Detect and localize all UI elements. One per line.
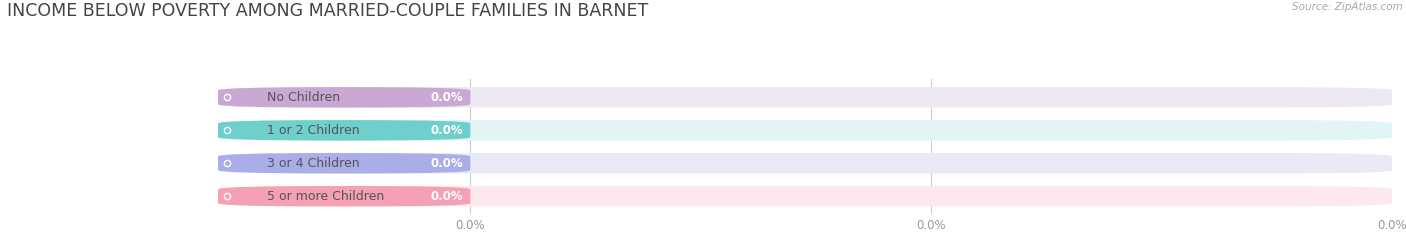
FancyBboxPatch shape <box>218 87 471 108</box>
Text: No Children: No Children <box>267 91 340 104</box>
FancyBboxPatch shape <box>218 186 471 206</box>
Text: 1 or 2 Children: 1 or 2 Children <box>267 124 360 137</box>
FancyBboxPatch shape <box>218 153 1392 174</box>
FancyBboxPatch shape <box>218 120 471 140</box>
Text: 0.0%: 0.0% <box>430 190 464 203</box>
FancyBboxPatch shape <box>218 186 1392 206</box>
FancyBboxPatch shape <box>218 87 1392 108</box>
Text: Source: ZipAtlas.com: Source: ZipAtlas.com <box>1292 2 1403 12</box>
Text: 5 or more Children: 5 or more Children <box>267 190 384 203</box>
FancyBboxPatch shape <box>218 153 471 174</box>
Text: 0.0%: 0.0% <box>430 157 464 170</box>
Text: 0.0%: 0.0% <box>430 124 464 137</box>
Text: 0.0%: 0.0% <box>430 91 464 104</box>
Text: 3 or 4 Children: 3 or 4 Children <box>267 157 360 170</box>
FancyBboxPatch shape <box>218 120 1392 140</box>
Text: INCOME BELOW POVERTY AMONG MARRIED-COUPLE FAMILIES IN BARNET: INCOME BELOW POVERTY AMONG MARRIED-COUPL… <box>7 2 648 20</box>
